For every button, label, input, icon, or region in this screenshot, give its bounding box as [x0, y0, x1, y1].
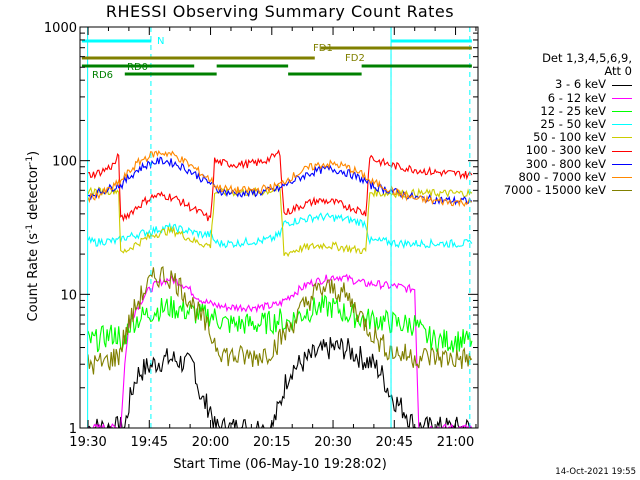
legend-entry: 50 - 100 keV [452, 131, 632, 144]
x-tick-label-5: 20:45 [376, 435, 413, 450]
legend-entry: 300 - 800 keV [452, 156, 632, 171]
chart-title: RHESSI Observing Summary Count Rates [105, 2, 455, 21]
series-line-7 [87, 150, 473, 208]
legend-header: Det 1,3,4,5,6,9, [542, 51, 632, 65]
legend-entry-label: 6 - 12 keV [547, 90, 606, 105]
x-tick-label-1: 19:45 [131, 435, 168, 450]
x-tick-label-0: 19:30 [69, 435, 106, 450]
legend-entry-label: 800 - 7000 keV [518, 169, 606, 184]
legend-header-att: Att 0 [604, 64, 632, 79]
legend-swatch [612, 150, 632, 152]
series-line-8 [87, 265, 473, 375]
legend-swatch [612, 97, 632, 99]
legend-swatch [612, 163, 632, 165]
flag-label-rd0: RD0 [127, 62, 148, 73]
legend-swatch [612, 190, 632, 192]
timestamp: 14-Oct-2021 19:55 [555, 467, 636, 477]
legend-entry-label: 25 - 50 keV [540, 117, 606, 132]
legend-entry-label: 3 - 6 keV [555, 77, 606, 92]
legend-swatch [612, 84, 632, 86]
legend-entry-label: 50 - 100 keV [533, 130, 606, 145]
legend-swatch [612, 124, 632, 126]
flag-label-fd2: FD2 [345, 53, 365, 64]
legend-entry-label: 7000 - 15000 keV [503, 183, 606, 198]
legend-swatch [612, 110, 632, 112]
legend-entry-label: 300 - 800 keV [525, 156, 606, 171]
x-axis-label: Start Time (06-May-10 19:28:02) [173, 457, 387, 472]
legend-swatch [612, 176, 632, 178]
series-line-5 [87, 149, 473, 223]
y-tick-label-3: 1000 [44, 21, 77, 36]
series-line-1 [87, 273, 473, 428]
axes-frame [79, 26, 479, 429]
series-line-3 [87, 212, 473, 250]
legend-entry: 800 - 7000 keV [452, 169, 632, 184]
legend-swatch [612, 137, 632, 139]
x-tick-label-4: 20:30 [314, 435, 351, 450]
legend-entry: 25 - 50 keV [452, 117, 632, 132]
x-tick-label-3: 20:15 [253, 435, 290, 450]
x-tick-label-2: 20:00 [192, 435, 229, 450]
y-tick-label-2: 100 [52, 155, 77, 170]
legend-entry: 12 - 25 keV [452, 103, 632, 118]
flag-label-fd1: FD1 [313, 43, 333, 54]
x-tick-label-6: 21:00 [437, 435, 474, 450]
legend-entry-label: 100 - 300 keV [525, 143, 606, 158]
legend-entry: 3 - 6 keV [452, 78, 632, 91]
y-tick-label-1: 10 [60, 288, 77, 303]
legend-entry: 6 - 12 keV [452, 90, 632, 105]
legend-entry: 100 - 300 keV [452, 144, 632, 157]
series-line-2 [87, 294, 473, 355]
y-axis-label: Count Rate (s-1 detector-1) [24, 150, 42, 322]
flag-label-n: N [157, 36, 164, 47]
series-line-0 [87, 337, 473, 428]
legend-entry: 7000 - 15000 keV [452, 183, 632, 198]
legend: Det 1,3,4,5,6,9, Att 0 3 - 6 keV 6 - 12 k… [452, 51, 632, 198]
legend-entry-label: 12 - 25 keV [540, 103, 606, 118]
flag-label-rd6: RD6 [92, 70, 113, 81]
y-tick-label-0: 1 [69, 422, 77, 437]
